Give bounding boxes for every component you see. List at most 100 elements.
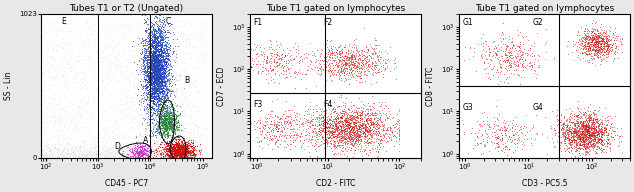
- Point: [145, 54, 155, 57]
- Point: [189, 154, 199, 157]
- Point: [281, 75, 292, 78]
- Point: [586, 145, 597, 148]
- Point: [512, 146, 522, 149]
- Point: [294, 135, 304, 138]
- Point: [124, 155, 134, 158]
- Point: [169, 139, 179, 142]
- Point: [145, 65, 155, 69]
- Point: [162, 124, 172, 127]
- Point: [160, 60, 170, 63]
- Point: [152, 78, 162, 81]
- Point: [152, 104, 162, 107]
- Point: [153, 126, 164, 129]
- Point: [346, 51, 356, 54]
- Point: [579, 144, 590, 147]
- Point: [61, 112, 72, 115]
- Point: [179, 62, 190, 65]
- Point: [339, 123, 349, 126]
- Point: [150, 44, 160, 47]
- Point: [198, 64, 208, 67]
- Point: [152, 148, 162, 151]
- Point: [587, 48, 597, 51]
- Point: [150, 53, 160, 56]
- Point: [336, 137, 346, 140]
- Point: [323, 123, 333, 126]
- Point: [562, 127, 573, 130]
- Point: [193, 142, 203, 145]
- Point: [349, 144, 359, 147]
- Point: [346, 54, 356, 57]
- Point: [162, 30, 172, 33]
- Point: [72, 111, 82, 114]
- Point: [583, 41, 593, 44]
- Point: [158, 126, 169, 129]
- Point: [155, 57, 165, 60]
- Point: [156, 114, 166, 118]
- Point: [173, 44, 183, 47]
- Point: [330, 59, 340, 62]
- Point: [146, 108, 157, 111]
- Point: [147, 79, 157, 82]
- Point: [351, 137, 361, 140]
- Point: [93, 148, 103, 151]
- Point: [67, 145, 77, 148]
- Point: [180, 143, 190, 146]
- Point: [160, 132, 170, 136]
- Point: [274, 62, 284, 65]
- Point: [165, 63, 175, 66]
- Point: [375, 115, 385, 118]
- Point: [148, 51, 158, 54]
- Point: [162, 132, 172, 135]
- Point: [164, 42, 174, 45]
- Point: [145, 116, 155, 119]
- Point: [194, 152, 204, 155]
- Point: [514, 49, 524, 52]
- Point: [147, 61, 157, 64]
- Point: [586, 125, 597, 128]
- Point: [58, 46, 68, 50]
- Point: [162, 85, 172, 88]
- Point: [131, 63, 141, 66]
- Point: [95, 102, 105, 105]
- Point: [595, 32, 605, 35]
- Point: [291, 122, 301, 125]
- Point: [371, 123, 381, 126]
- Point: [152, 154, 162, 157]
- Point: [597, 132, 607, 136]
- Point: [155, 76, 165, 79]
- Point: [178, 150, 188, 153]
- Point: [559, 121, 569, 124]
- Point: [137, 48, 147, 51]
- Point: [77, 107, 87, 110]
- Point: [337, 143, 347, 146]
- Point: [591, 124, 601, 127]
- Point: [152, 69, 162, 72]
- Point: [152, 67, 162, 70]
- Point: [569, 124, 579, 127]
- Point: [325, 130, 335, 133]
- Point: [585, 134, 595, 137]
- Point: [143, 116, 153, 119]
- Point: [154, 70, 164, 73]
- Point: [373, 53, 384, 56]
- Point: [143, 114, 153, 118]
- Point: [163, 59, 173, 62]
- Point: [51, 79, 61, 83]
- Point: [583, 143, 593, 146]
- Point: [193, 153, 203, 156]
- Point: [152, 108, 162, 111]
- Point: [166, 25, 176, 28]
- Point: [595, 45, 605, 48]
- Point: [363, 118, 373, 121]
- Point: [262, 117, 272, 120]
- Point: [394, 127, 404, 130]
- Point: [174, 154, 184, 157]
- Point: [46, 152, 56, 155]
- Point: [157, 21, 167, 24]
- Point: [159, 97, 169, 100]
- Point: [150, 29, 160, 32]
- Point: [122, 149, 133, 152]
- Point: [157, 118, 167, 121]
- Point: [39, 128, 49, 131]
- Point: [356, 125, 366, 128]
